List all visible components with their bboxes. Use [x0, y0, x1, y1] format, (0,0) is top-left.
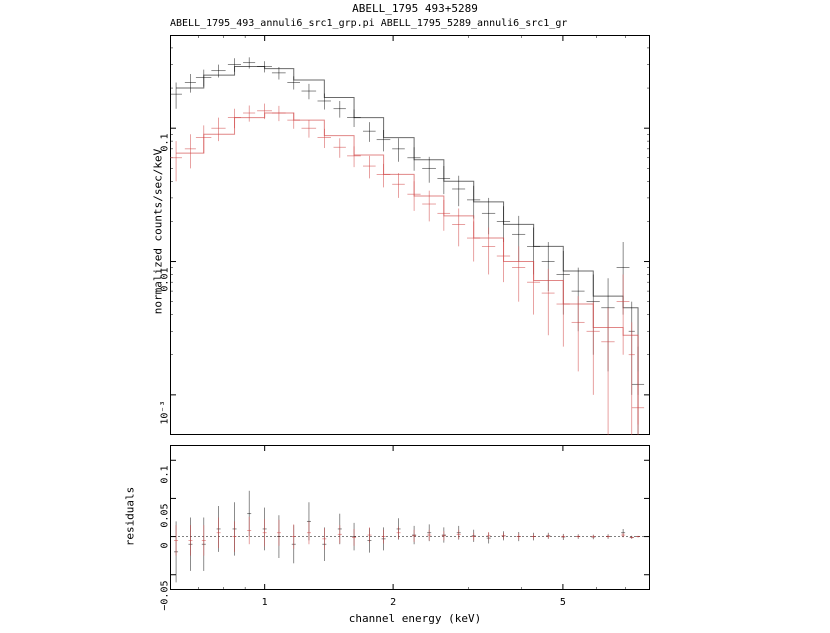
y-axis-label-residual: residuals: [123, 487, 136, 547]
x-tick: 1: [262, 597, 268, 608]
main-spectrum-plot: [170, 35, 650, 435]
y-tick-main: 10⁻³: [160, 400, 171, 424]
chart-subtitle: ABELL_1795_493_annuli6_src1_grp.pi ABELL…: [170, 18, 567, 29]
chart-title: ABELL_1795 493+5289: [352, 2, 478, 15]
y-tick-main: 0.01: [160, 267, 171, 291]
y-tick-main: 0.1: [160, 134, 171, 152]
x-axis-label: channel energy (keV): [349, 612, 481, 625]
y-tick-residual: 0.05: [160, 504, 171, 528]
x-tick: 2: [390, 597, 396, 608]
residual-plot: [170, 445, 650, 590]
y-tick-residual: −0.05: [160, 580, 171, 610]
y-tick-residual: 0.1: [160, 466, 171, 484]
y-tick-residual: 0: [160, 542, 171, 548]
x-tick: 5: [560, 597, 566, 608]
